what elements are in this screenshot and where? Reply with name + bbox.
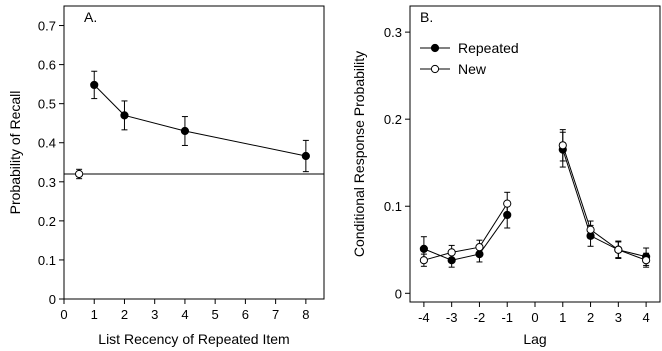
new-line bbox=[423, 203, 508, 261]
x-tick-label: 0 bbox=[60, 307, 67, 322]
x-tick-label: 6 bbox=[242, 307, 249, 322]
y-tick-label: 0.7 bbox=[38, 19, 56, 34]
x-axis-label: Lag bbox=[523, 331, 546, 347]
y-tick-label: 0 bbox=[49, 292, 56, 307]
series-1-point bbox=[120, 111, 129, 120]
y-tick-label: 0 bbox=[395, 286, 402, 301]
series-1-point bbox=[90, 80, 99, 90]
x-tick-label: 7 bbox=[272, 307, 279, 322]
y-tick-label: 0.3 bbox=[38, 175, 56, 190]
series-1-point bbox=[301, 151, 310, 161]
new-point bbox=[586, 225, 595, 234]
y-tick-label: 0.4 bbox=[38, 136, 56, 151]
new-point bbox=[503, 199, 512, 208]
x-tick-label: 3 bbox=[151, 307, 158, 322]
repeated-line bbox=[423, 214, 508, 261]
new-point bbox=[614, 245, 623, 254]
x-tick-label: 2 bbox=[121, 307, 128, 322]
y-tick-label: 0.2 bbox=[38, 214, 56, 229]
y-tick-label: 0.5 bbox=[38, 97, 56, 112]
legend-marker bbox=[430, 64, 440, 74]
x-tick-label: -3 bbox=[446, 310, 458, 325]
plot-frame bbox=[63, 5, 325, 300]
x-tick-label: 4 bbox=[642, 310, 649, 325]
series-2-point bbox=[75, 169, 84, 179]
repeated-line bbox=[562, 149, 647, 258]
y-axis-label: Conditional Response Probability bbox=[351, 51, 367, 257]
panel-b-lag-crp: -4 -3 -2 -1 0 1 2 3 4 0 0.1 0.2 0.3 Lag Conditional Re… bbox=[351, 5, 661, 347]
series-1-point bbox=[180, 126, 190, 136]
legend-label: Repeated bbox=[458, 40, 519, 56]
x-tick-label: -4 bbox=[418, 310, 430, 325]
new-point bbox=[419, 256, 428, 265]
new-point bbox=[475, 243, 484, 252]
x-tick-label: 3 bbox=[615, 310, 622, 325]
new-point bbox=[447, 248, 456, 257]
panel-label: A. bbox=[84, 9, 97, 25]
x-axis-label: List Recency of Repeated Item bbox=[98, 331, 289, 347]
y-tick-label: 0.1 bbox=[384, 199, 402, 214]
legend-label: New bbox=[458, 61, 487, 77]
repeated-point bbox=[419, 244, 428, 253]
new-line bbox=[562, 145, 647, 261]
x-tick-label: 4 bbox=[181, 307, 188, 322]
x-tick-label: 8 bbox=[302, 307, 309, 322]
y-tick-label: 0.1 bbox=[38, 253, 56, 268]
y-tick-label: 0.6 bbox=[38, 58, 56, 73]
x-tick-label: 2 bbox=[587, 310, 594, 325]
x-tick-label: 5 bbox=[212, 307, 219, 322]
panel-a-recall-by-recency: 0 1 2 3 4 5 6 7 8 0 0.1 0.2 0.3 0.4 0.5 0.6 0.7 List Rece… bbox=[7, 5, 325, 347]
y-tick-label: 0.2 bbox=[384, 112, 402, 127]
plot-frame bbox=[409, 5, 661, 303]
series-1-line bbox=[93, 84, 307, 157]
new-point bbox=[558, 141, 567, 150]
x-tick-label: -2 bbox=[474, 310, 486, 325]
x-tick-label: 0 bbox=[531, 310, 538, 325]
y-axis-label: Probability of Recall bbox=[7, 91, 23, 215]
legend-marker bbox=[430, 43, 440, 53]
x-tick-label: 1 bbox=[559, 310, 566, 325]
x-tick-label: -1 bbox=[501, 310, 513, 325]
panel-label: B. bbox=[420, 9, 433, 25]
x-tick-label: 1 bbox=[91, 307, 98, 322]
y-tick-label: 0.3 bbox=[384, 25, 402, 40]
new-point bbox=[642, 256, 651, 265]
